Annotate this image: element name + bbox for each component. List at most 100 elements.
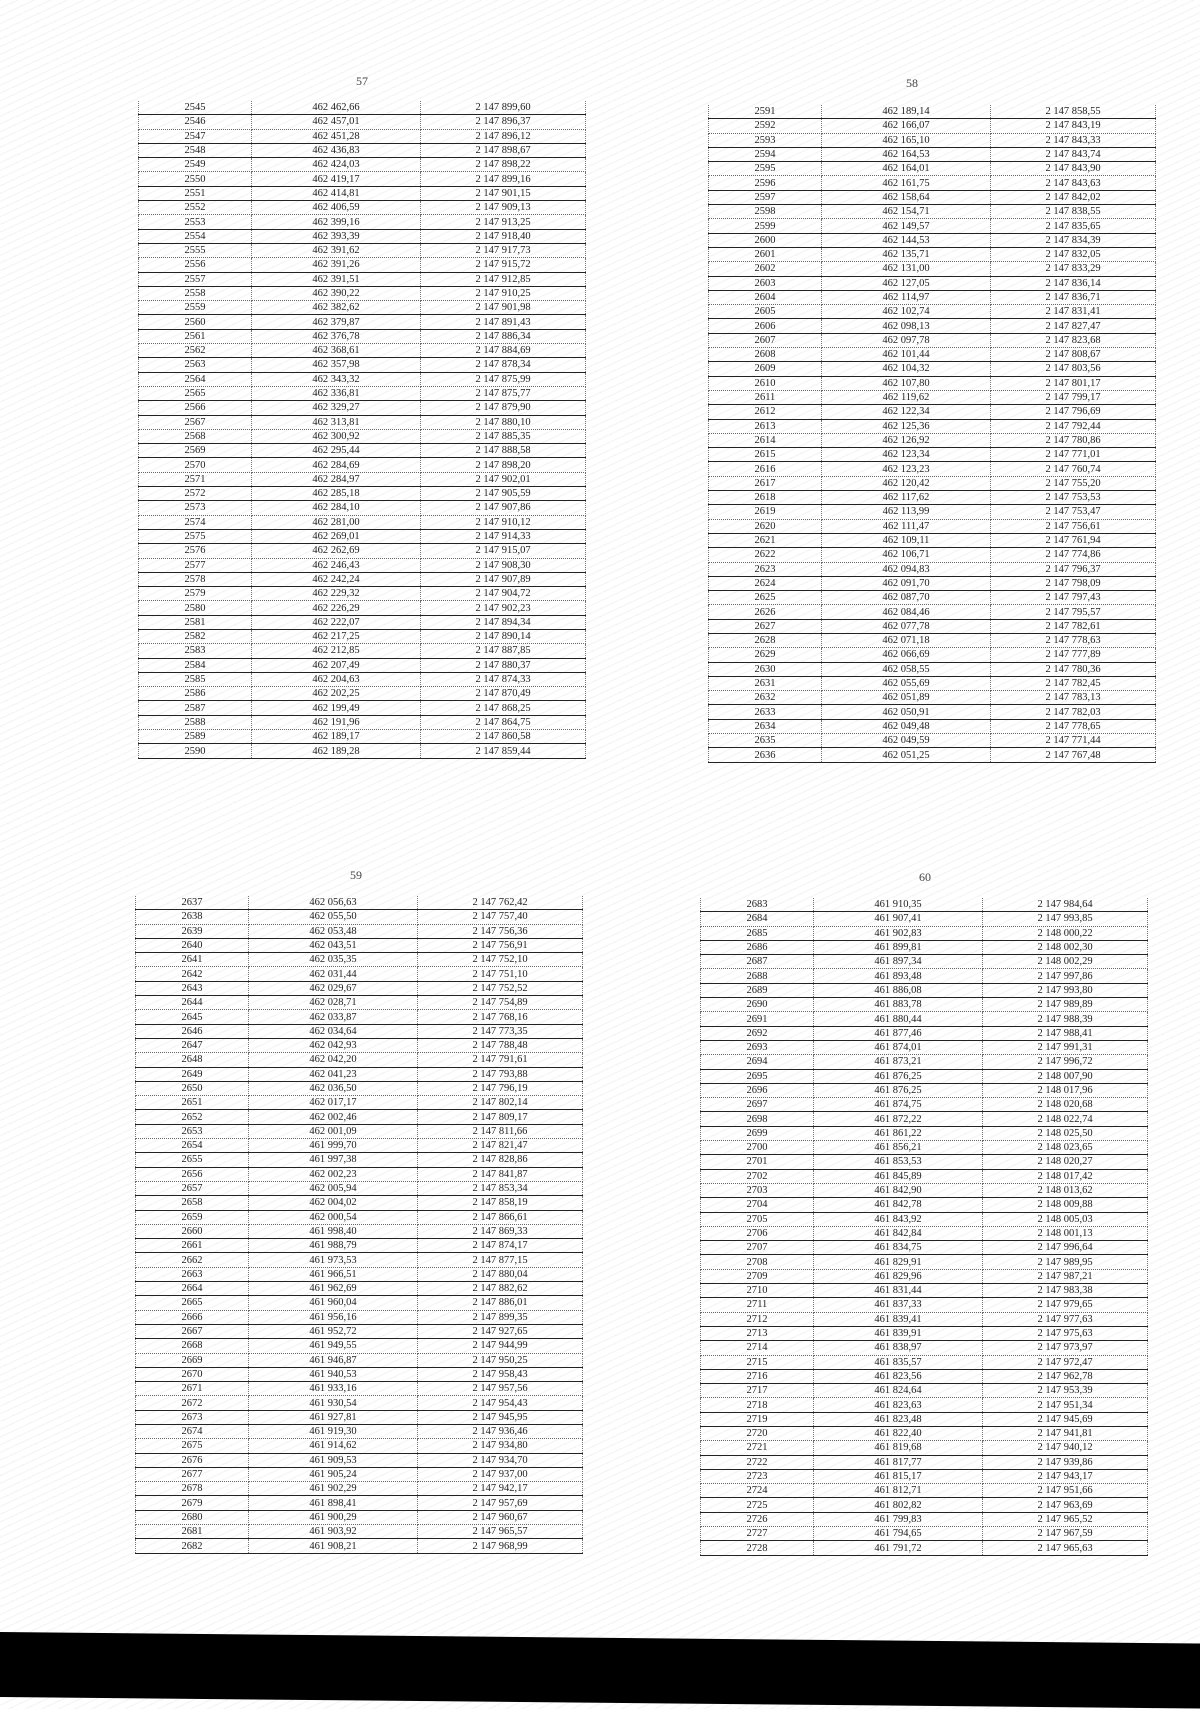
y-coordinate-cell: 2 147 753,47 [990, 504, 1156, 520]
point-number-cell: 2560 [138, 314, 252, 330]
x-coordinate-cell: 461 815,17 [813, 1469, 983, 1485]
x-coordinate-cell: 462 107,80 [821, 376, 991, 391]
x-coordinate-cell: 462 087,70 [821, 590, 991, 606]
point-number-cell: 2612 [708, 404, 822, 420]
x-coordinate-cell: 461 902,29 [248, 1481, 418, 1497]
point-number-cell: 2673 [135, 1410, 249, 1425]
x-coordinate-cell: 461 909,53 [248, 1453, 418, 1468]
x-coordinate-cell: 462 120,42 [821, 476, 991, 492]
point-number-cell: 2640 [135, 938, 249, 954]
x-coordinate-cell: 461 872,22 [813, 1111, 983, 1127]
point-number-cell: 2562 [138, 343, 252, 359]
y-coordinate-cell: 2 147 972,47 [982, 1355, 1148, 1370]
y-coordinate-cell: 2 147 962,78 [982, 1369, 1148, 1385]
y-coordinate-cell: 2 147 841,87 [417, 1167, 583, 1182]
table-row: 2652 462 002,46 2 147 809,17 [135, 1109, 583, 1125]
table-row: 2614 462 126,92 2 147 780,86 [708, 433, 1156, 449]
point-number-cell: 2599 [708, 218, 822, 234]
point-number-cell: 2555 [138, 243, 252, 259]
x-coordinate-cell: 462 462,66 [251, 101, 421, 116]
point-number-cell: 2707 [700, 1240, 814, 1256]
table-row: 2669 461 946,87 2 147 950,25 [135, 1353, 583, 1368]
table-row: 2709 461 829,96 2 147 987,21 [700, 1269, 1148, 1285]
y-coordinate-cell: 2 147 967,59 [982, 1526, 1148, 1542]
table-row: 2549 462 424,03 2 147 898,22 [138, 157, 586, 173]
y-coordinate-cell: 2 147 894,34 [420, 615, 586, 630]
table-row: 2594 462 164,53 2 147 843,74 [708, 147, 1156, 163]
point-number-cell: 2668 [135, 1338, 249, 1354]
y-coordinate-cell: 2 147 910,12 [420, 515, 586, 530]
y-coordinate-cell: 2 147 886,01 [417, 1295, 583, 1311]
y-coordinate-cell: 2 147 834,39 [990, 233, 1156, 248]
point-number-cell: 2581 [138, 615, 252, 630]
table-row: 2638 462 055,50 2 147 757,40 [135, 909, 583, 925]
point-number-cell: 2723 [700, 1469, 814, 1485]
table-row: 2573 462 284,10 2 147 907,86 [138, 500, 586, 516]
table-row: 2611 462 119,62 2 147 799,17 [708, 390, 1156, 406]
x-coordinate-cell: 462 424,03 [251, 157, 421, 173]
table-row: 2684 461 907,41 2 147 993,85 [700, 911, 1148, 927]
x-coordinate-cell: 462 226,29 [251, 600, 421, 616]
table-row: 2683 461 910,35 2 147 984,64 [700, 898, 1148, 913]
point-number-cell: 2648 [135, 1052, 249, 1068]
x-coordinate-cell: 461 823,48 [813, 1412, 983, 1427]
table-row: 2602 462 131,00 2 147 833,29 [708, 261, 1156, 277]
y-coordinate-cell: 2 147 901,15 [420, 186, 586, 202]
point-number-cell: 2628 [708, 633, 822, 649]
x-coordinate-cell: 461 799,83 [813, 1512, 983, 1528]
x-coordinate-cell: 462 391,51 [251, 272, 421, 287]
table-row: 2574 462 281,00 2 147 910,12 [138, 515, 586, 530]
table-row: 2587 462 199,49 2 147 868,25 [138, 700, 586, 716]
y-coordinate-cell: 2 147 951,66 [982, 1483, 1148, 1499]
y-coordinate-cell: 2 147 878,34 [420, 357, 586, 373]
table-row: 2677 461 905,24 2 147 937,00 [135, 1467, 583, 1483]
point-number-cell: 2564 [138, 372, 252, 387]
point-number-cell: 2547 [138, 129, 252, 144]
x-coordinate-cell: 462 246,43 [251, 558, 421, 573]
point-number-cell: 2657 [135, 1181, 249, 1197]
table-row: 2701 461 853,53 2 148 020,27 [700, 1154, 1148, 1170]
y-coordinate-cell: 2 147 945,95 [417, 1410, 583, 1425]
table-row: 2713 461 839,91 2 147 975,63 [700, 1326, 1148, 1342]
table-row: 2606 462 098,13 2 147 827,47 [708, 318, 1156, 334]
x-coordinate-cell: 461 886,08 [813, 983, 983, 999]
y-coordinate-cell: 2 147 942,17 [417, 1481, 583, 1497]
table-row: 2686 461 899,81 2 148 002,30 [700, 940, 1148, 956]
table-row: 2680 461 900,29 2 147 960,67 [135, 1510, 583, 1526]
point-number-cell: 2646 [135, 1024, 249, 1039]
point-number-cell: 2618 [708, 490, 822, 506]
y-coordinate-cell: 2 148 020,68 [982, 1097, 1148, 1113]
y-coordinate-cell: 2 147 968,99 [417, 1538, 583, 1554]
table-row: 2595 462 164,01 2 147 843,90 [708, 161, 1156, 177]
x-coordinate-cell: 461 839,41 [813, 1312, 983, 1327]
y-coordinate-cell: 2 147 984,64 [982, 898, 1148, 913]
table-row: 2613 462 125,36 2 147 792,44 [708, 419, 1156, 434]
x-coordinate-cell: 462 001,09 [248, 1124, 418, 1140]
table-row: 2572 462 285,18 2 147 905,59 [138, 486, 586, 502]
table-row: 2591 462 189,14 2 147 858,55 [708, 105, 1156, 120]
x-coordinate-cell: 461 802,82 [813, 1497, 983, 1513]
x-coordinate-cell: 462 158,64 [821, 190, 991, 206]
table-row: 2654 461 999,70 2 147 821,47 [135, 1138, 583, 1154]
table-row: 2585 462 204,63 2 147 874,33 [138, 672, 586, 688]
point-number-cell: 2683 [700, 898, 814, 913]
x-coordinate-cell: 462 125,36 [821, 419, 991, 434]
x-coordinate-cell: 462 393,39 [251, 229, 421, 244]
x-coordinate-cell: 462 049,59 [821, 733, 991, 749]
point-number-cell: 2685 [700, 926, 814, 941]
page-number: 60 [919, 870, 931, 884]
table-row: 2728 461 791,72 2 147 965,63 [700, 1540, 1148, 1556]
table-row: 2667 461 952,72 2 147 927,65 [135, 1324, 583, 1340]
table-row: 2641 462 035,35 2 147 752,10 [135, 952, 583, 968]
table-row: 2655 461 997,38 2 147 828,86 [135, 1152, 583, 1168]
point-number-cell: 2665 [135, 1295, 249, 1311]
x-coordinate-cell: 462 281,00 [251, 515, 421, 530]
point-number-cell: 2636 [708, 747, 822, 763]
point-number-cell: 2598 [708, 204, 822, 220]
point-number-cell: 2652 [135, 1109, 249, 1125]
point-number-cell: 2705 [700, 1212, 814, 1227]
table-row: 2580 462 226,29 2 147 902,23 [138, 600, 586, 616]
x-coordinate-cell: 462 035,35 [248, 952, 418, 968]
y-coordinate-cell: 2 148 017,42 [982, 1169, 1148, 1184]
y-coordinate-cell: 2 147 753,53 [990, 490, 1156, 506]
